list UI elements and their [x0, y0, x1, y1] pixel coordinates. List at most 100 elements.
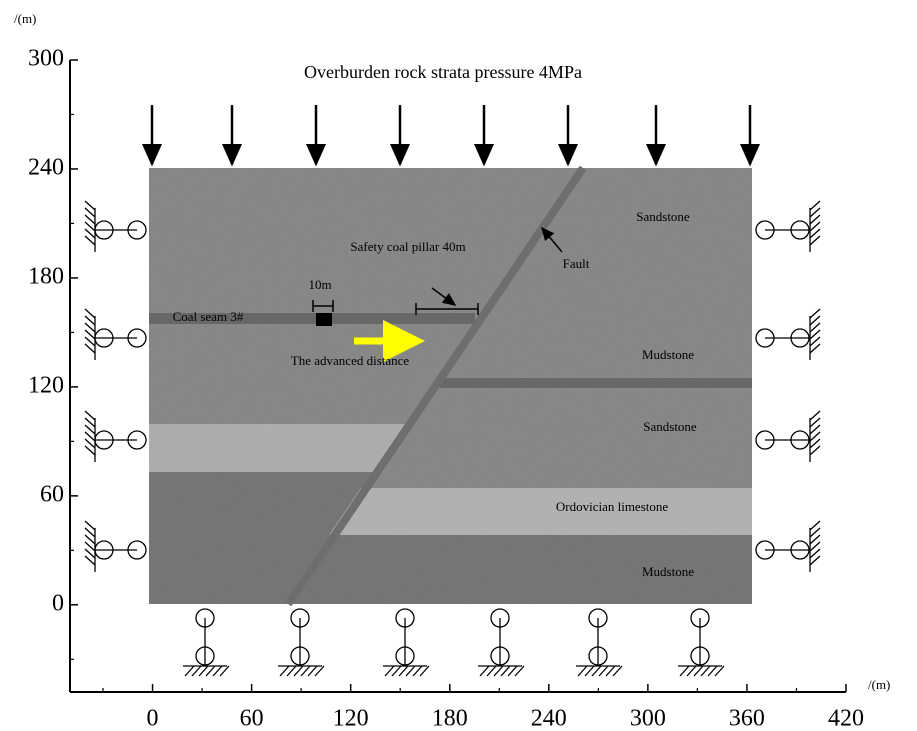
layer-label: Sandstone [643, 419, 697, 434]
hatch [205, 665, 216, 677]
pillar-arrow [431, 287, 457, 306]
roller [790, 540, 810, 560]
hatch [84, 527, 96, 538]
hatch [405, 665, 416, 677]
hatch [809, 431, 821, 442]
load-arrows [142, 105, 760, 167]
model [149, 168, 752, 604]
hatch [507, 665, 518, 677]
hatch [809, 417, 821, 428]
annotation: Safety coal pillar 40m [350, 239, 465, 254]
hatch [198, 665, 209, 677]
hatch [605, 665, 616, 677]
hatch [219, 665, 230, 677]
x-tick-label: 300 [630, 706, 666, 731]
hatch [84, 555, 96, 566]
hatch [84, 308, 96, 319]
hatch [598, 665, 609, 677]
width-bracket [312, 300, 334, 312]
title: Overburden rock strata pressure 4MPa [304, 62, 582, 82]
hatch [493, 665, 504, 677]
hatch [84, 235, 96, 246]
x-tick-label: 240 [531, 706, 567, 731]
layer-label: Sandstone [636, 209, 690, 224]
x-tick-label: 180 [432, 706, 468, 731]
hatch [809, 322, 821, 333]
roller [94, 328, 114, 348]
hatch [84, 424, 96, 435]
hatch [809, 555, 821, 566]
roller [94, 430, 114, 450]
y-tick-label: 300 [28, 46, 64, 72]
x-tick-label: 60 [240, 706, 264, 731]
hatch [412, 665, 423, 677]
x-tick-label: 120 [333, 706, 369, 731]
y-tick-label: 240 [28, 154, 64, 180]
hatch [809, 207, 821, 218]
roller [290, 646, 310, 666]
hatch [84, 520, 96, 531]
roller [755, 328, 775, 348]
hatch [286, 665, 297, 677]
hatch [809, 214, 821, 225]
roller [127, 540, 147, 560]
hatch [700, 665, 711, 677]
hatch [184, 665, 195, 677]
hatch [300, 665, 311, 677]
hatch [809, 343, 821, 354]
hatch [84, 200, 96, 211]
roller [490, 646, 510, 666]
hatch [809, 438, 821, 449]
roller [195, 646, 215, 666]
roller [195, 608, 215, 628]
hatch [809, 520, 821, 531]
hatch [307, 665, 318, 677]
roller [690, 646, 710, 666]
hatch [809, 228, 821, 239]
hatch [809, 527, 821, 538]
roller [94, 220, 114, 240]
hatch [809, 315, 821, 326]
hatch [809, 200, 821, 211]
layer-label: Mudstone [642, 347, 694, 362]
hatch [809, 329, 821, 340]
y-tick-label: 60 [40, 481, 64, 507]
fault-line [284, 165, 587, 607]
hatch [679, 665, 690, 677]
layer-label: Coal seam 3# [173, 309, 244, 324]
working-face [316, 313, 332, 326]
roller [490, 608, 510, 628]
hatch [84, 410, 96, 421]
hatch [686, 665, 697, 677]
roller [395, 608, 415, 628]
hatch [293, 665, 304, 677]
x-tick-label: 0 [147, 706, 159, 731]
hatch [809, 424, 821, 435]
fault-arrow [541, 226, 563, 253]
hatch [809, 221, 821, 232]
hatch [212, 665, 223, 677]
hatch [84, 541, 96, 552]
roller [127, 220, 147, 240]
hatch [809, 548, 821, 559]
hatch [84, 548, 96, 559]
roller [790, 430, 810, 450]
supports [84, 200, 821, 677]
x-unit: /(m) [868, 677, 890, 692]
roller [395, 646, 415, 666]
roller [790, 328, 810, 348]
hatch [398, 665, 409, 677]
roller [94, 540, 114, 560]
hatch [809, 534, 821, 545]
hatch [486, 665, 497, 677]
roller [127, 328, 147, 348]
hatch [84, 207, 96, 218]
hatch [809, 445, 821, 456]
hatch [391, 665, 402, 677]
hatch [809, 235, 821, 246]
hatch [84, 336, 96, 347]
annotation: 10m [308, 277, 331, 292]
hatch [419, 665, 430, 677]
annotation: Fault [563, 256, 590, 271]
